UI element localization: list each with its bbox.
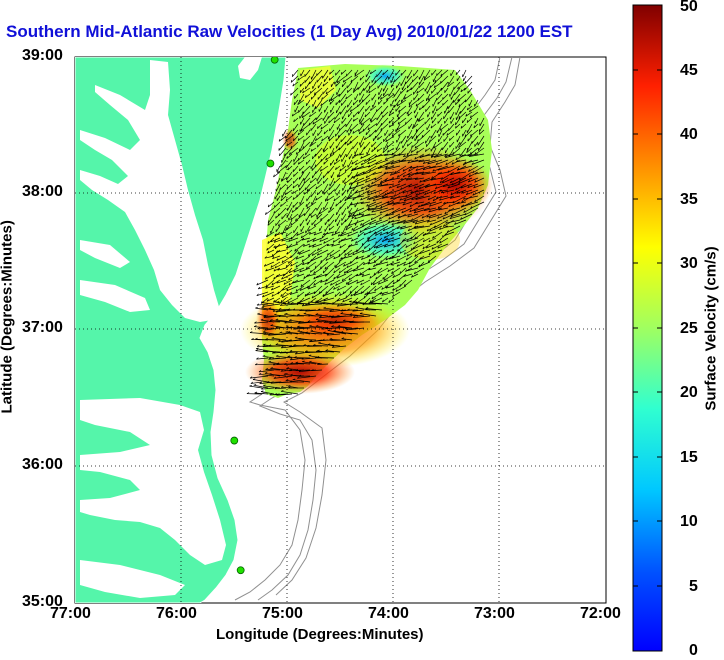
colorbar-label: Surface Velocity (cm/s) <box>703 244 720 414</box>
x-tick-label: 72:00 <box>580 605 621 623</box>
radar-station-marker <box>271 56 278 63</box>
y-tick-label: 39:00 <box>22 47 63 65</box>
colorbar-tick-label: 10 <box>680 513 698 531</box>
y-tick-label: 35:00 <box>22 593 63 611</box>
y-tick-label: 37:00 <box>22 319 63 337</box>
colorbar-tick-label: 0 <box>689 642 698 660</box>
x-tick-label: 75:00 <box>262 605 303 623</box>
colorbar-tick-label: 40 <box>680 126 698 144</box>
colorbar-tick-label: 50 <box>680 0 698 16</box>
x-tick-label: 76:00 <box>156 605 197 623</box>
x-axis-label: Longitude (Degrees:Minutes) <box>216 626 424 643</box>
y-tick-label: 38:00 <box>22 183 63 201</box>
colorbar-tick-label: 35 <box>680 191 698 209</box>
x-tick-label: 74:00 <box>368 605 409 623</box>
colorbar-tick-label: 25 <box>680 320 698 338</box>
x-tick-label: 73:00 <box>474 605 515 623</box>
radar-station-marker <box>231 437 238 444</box>
radar-station-marker <box>267 160 274 167</box>
colorbar-tick-label: 5 <box>689 578 698 596</box>
colorbar-tick-label: 20 <box>680 384 698 402</box>
colorbar-tick-label: 45 <box>680 62 698 80</box>
y-axis-label: Latitude (Degrees:Minutes) <box>0 244 16 414</box>
colorbar-tick-label: 30 <box>680 255 698 273</box>
y-tick-label: 36:00 <box>22 456 63 474</box>
colorbar-tick-label: 15 <box>680 449 698 467</box>
radar-station-marker <box>237 567 244 574</box>
